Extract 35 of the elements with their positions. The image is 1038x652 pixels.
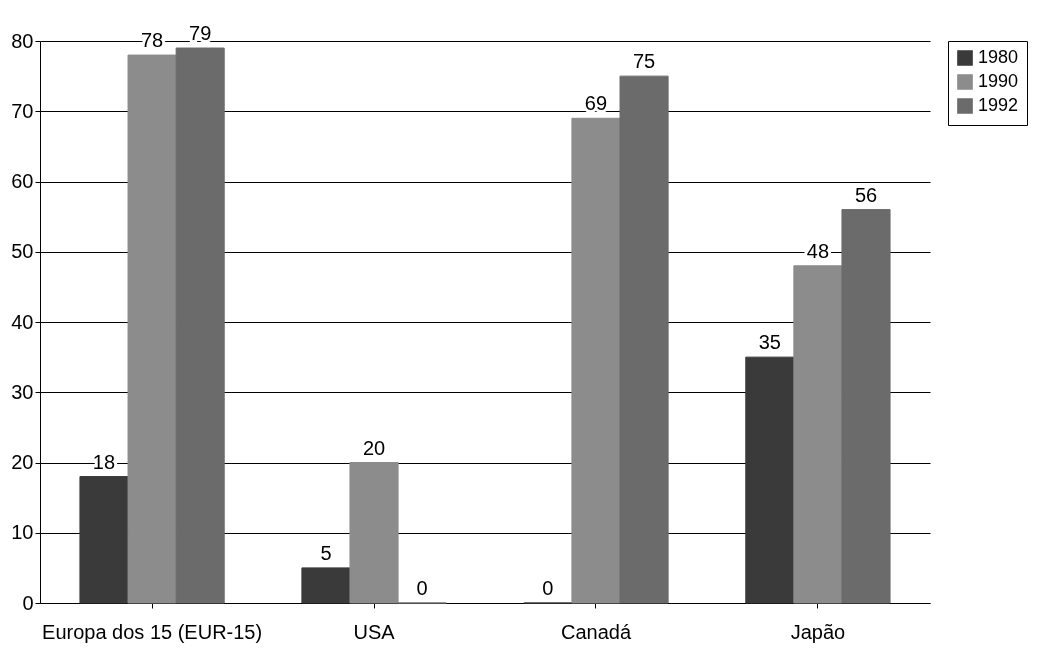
y-tick-label: 10 [11, 521, 34, 544]
data-label: 35 [758, 331, 781, 354]
bar [301, 567, 351, 604]
x-tick-label: Europa dos 15 (EUR-15) [42, 620, 263, 643]
x-tick-label: Canadá [560, 620, 632, 643]
bar [619, 75, 669, 604]
y-tick-label: 60 [11, 170, 34, 192]
y-tick-label: 80 [11, 29, 34, 52]
legend-label: 1992 [978, 95, 1019, 115]
bar [175, 47, 225, 604]
legend-label: 1990 [978, 71, 1019, 91]
data-label: 0 [542, 577, 554, 599]
y-tick-label: 40 [11, 310, 34, 333]
bar [841, 209, 891, 604]
data-label: 79 [189, 22, 212, 45]
y-tick-label: 50 [11, 240, 34, 263]
y-tick-label: 70 [11, 99, 34, 122]
y-tick-label: 30 [11, 380, 34, 403]
x-tick-label: USA [353, 620, 396, 643]
bar [793, 265, 843, 604]
y-tick-label: 0 [22, 591, 34, 614]
data-label: 20 [362, 436, 386, 459]
legend-label: 1980 [978, 47, 1019, 67]
data-label: 0 [416, 577, 428, 599]
x-tick-label: Japão [790, 620, 846, 643]
bar [571, 117, 621, 604]
data-label: 69 [584, 92, 608, 115]
y-tick-label: 20 [11, 451, 34, 473]
data-label: 56 [854, 183, 878, 206]
bar [127, 54, 177, 604]
bar [349, 462, 399, 604]
bar [79, 476, 129, 604]
data-label: 75 [632, 50, 656, 73]
data-label: 5 [320, 541, 332, 564]
bar [745, 356, 795, 604]
